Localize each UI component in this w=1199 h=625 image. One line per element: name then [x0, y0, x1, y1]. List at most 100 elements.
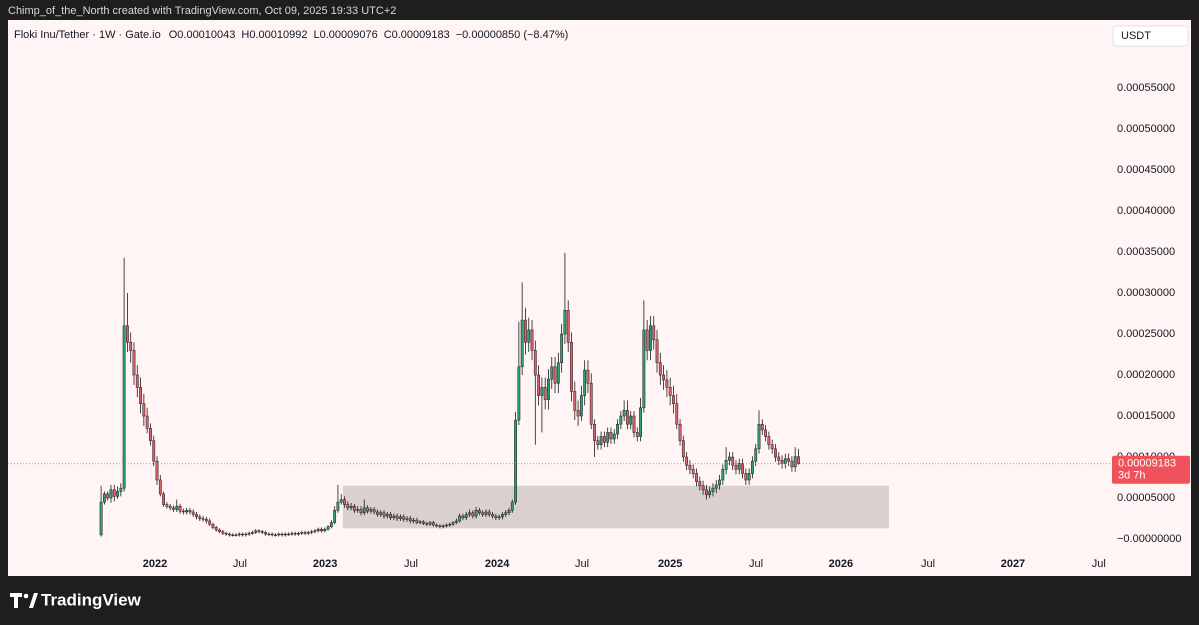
- candle-body: [198, 516, 202, 519]
- candle-body: [408, 518, 412, 522]
- candle-body: [152, 440, 156, 462]
- y-tick-label: 0.00020000: [1117, 369, 1175, 381]
- candle-body: [770, 444, 774, 450]
- candle-body: [645, 329, 649, 351]
- candle-body: [155, 460, 159, 481]
- candle-body: [520, 319, 524, 368]
- candle-body: [695, 473, 698, 482]
- candle-body: [741, 463, 744, 474]
- candle-body: [201, 518, 205, 520]
- logo-mark: [23, 593, 29, 599]
- candle-body: [573, 391, 577, 411]
- candle-body: [737, 463, 741, 470]
- candle-body: [422, 521, 425, 524]
- candle-body: [731, 456, 735, 466]
- candle-body: [405, 518, 409, 520]
- candle-body: [287, 533, 291, 536]
- candle-body: [224, 533, 228, 535]
- credit-line: Chimp_of_the_North created with TradingV…: [8, 5, 396, 17]
- x-tick-label: Jul: [233, 558, 247, 570]
- candle-body: [655, 339, 659, 363]
- candle-body: [507, 510, 511, 514]
- brand-logo: TradingView: [10, 590, 142, 609]
- candle-body: [504, 512, 508, 515]
- currency-box[interactable]: [1112, 25, 1189, 47]
- candle-body: [639, 407, 642, 437]
- candle-body: [744, 473, 748, 481]
- candle-body: [333, 510, 337, 523]
- symbol-title: Floki Inu/Tether · 1W · Gate.io: [14, 29, 161, 41]
- logo-mark: [10, 593, 22, 608]
- candle-body: [343, 499, 346, 505]
- candle-body: [596, 440, 600, 445]
- candle-body: [718, 479, 721, 486]
- currency-label[interactable]: USDT: [1121, 30, 1151, 42]
- stat: −0.00000850 (−8.47%): [456, 29, 569, 41]
- candle-body: [777, 456, 781, 461]
- x-tick-label: Jul: [404, 558, 418, 570]
- candle-body: [563, 309, 567, 335]
- candle-body: [431, 522, 435, 526]
- candle-body: [612, 433, 616, 440]
- candle-body: [412, 519, 416, 522]
- candle-body: [550, 366, 554, 380]
- candle-body: [139, 387, 142, 404]
- candle-body: [484, 511, 488, 515]
- candle-body: [576, 410, 580, 417]
- candle-body: [211, 523, 215, 528]
- candle-body: [126, 325, 129, 343]
- candle-body: [297, 533, 300, 535]
- candle-body: [445, 524, 448, 527]
- candle-body: [757, 423, 761, 450]
- candle-body: [428, 522, 432, 525]
- candle-body: [691, 469, 695, 474]
- symbol-header: Floki Inu/Tether · 1W · Gate.io O0.000100…: [14, 29, 568, 41]
- candle-body: [583, 369, 587, 396]
- candle-body: [267, 533, 271, 536]
- y-tick-label: 0.00040000: [1117, 205, 1175, 217]
- candle-body: [672, 395, 675, 404]
- candle-body: [698, 481, 702, 486]
- candle-body: [556, 362, 560, 384]
- candle-body: [764, 429, 767, 437]
- candle-body: [231, 534, 235, 536]
- stat: C0.00009183: [384, 29, 450, 41]
- candle-body: [135, 374, 139, 388]
- candle-body: [626, 410, 629, 425]
- candle-body: [102, 493, 106, 503]
- chart-panel: [8, 20, 1191, 576]
- y-tick-label: −0.00000000: [1117, 533, 1182, 545]
- candle-body: [494, 515, 498, 518]
- candle-body: [372, 509, 376, 513]
- candle-body: [448, 523, 452, 526]
- candle-body: [793, 456, 797, 468]
- x-tick-label: 2025: [658, 558, 682, 570]
- candle-body: [290, 533, 294, 535]
- candle-body: [109, 489, 113, 499]
- candle-body: [188, 510, 192, 513]
- y-tick-label: 0.00050000: [1117, 123, 1175, 135]
- candle-body: [237, 533, 241, 536]
- candle-body: [721, 469, 725, 481]
- candle-body: [514, 419, 517, 503]
- candle-body: [399, 516, 402, 519]
- candle-body: [632, 415, 636, 433]
- candle-body: [178, 505, 182, 512]
- y-tick-label: 0.00045000: [1117, 164, 1175, 176]
- candle-body: [389, 514, 392, 518]
- candle-body: [510, 501, 514, 511]
- candle-body: [441, 525, 445, 527]
- brand-name: TradingView: [41, 590, 142, 609]
- y-tick-label: 0.00005000: [1117, 492, 1175, 504]
- stat: L0.00009076: [313, 29, 377, 41]
- candle-body: [270, 533, 274, 536]
- candle-body: [593, 423, 596, 441]
- candle-body: [218, 529, 221, 532]
- candle-body: [366, 507, 369, 512]
- candle-body: [162, 493, 165, 505]
- candle-body: [543, 387, 547, 400]
- last-price-label: 0.00009183: [1118, 458, 1176, 470]
- candle-body: [122, 325, 126, 489]
- candle-body: [537, 374, 541, 396]
